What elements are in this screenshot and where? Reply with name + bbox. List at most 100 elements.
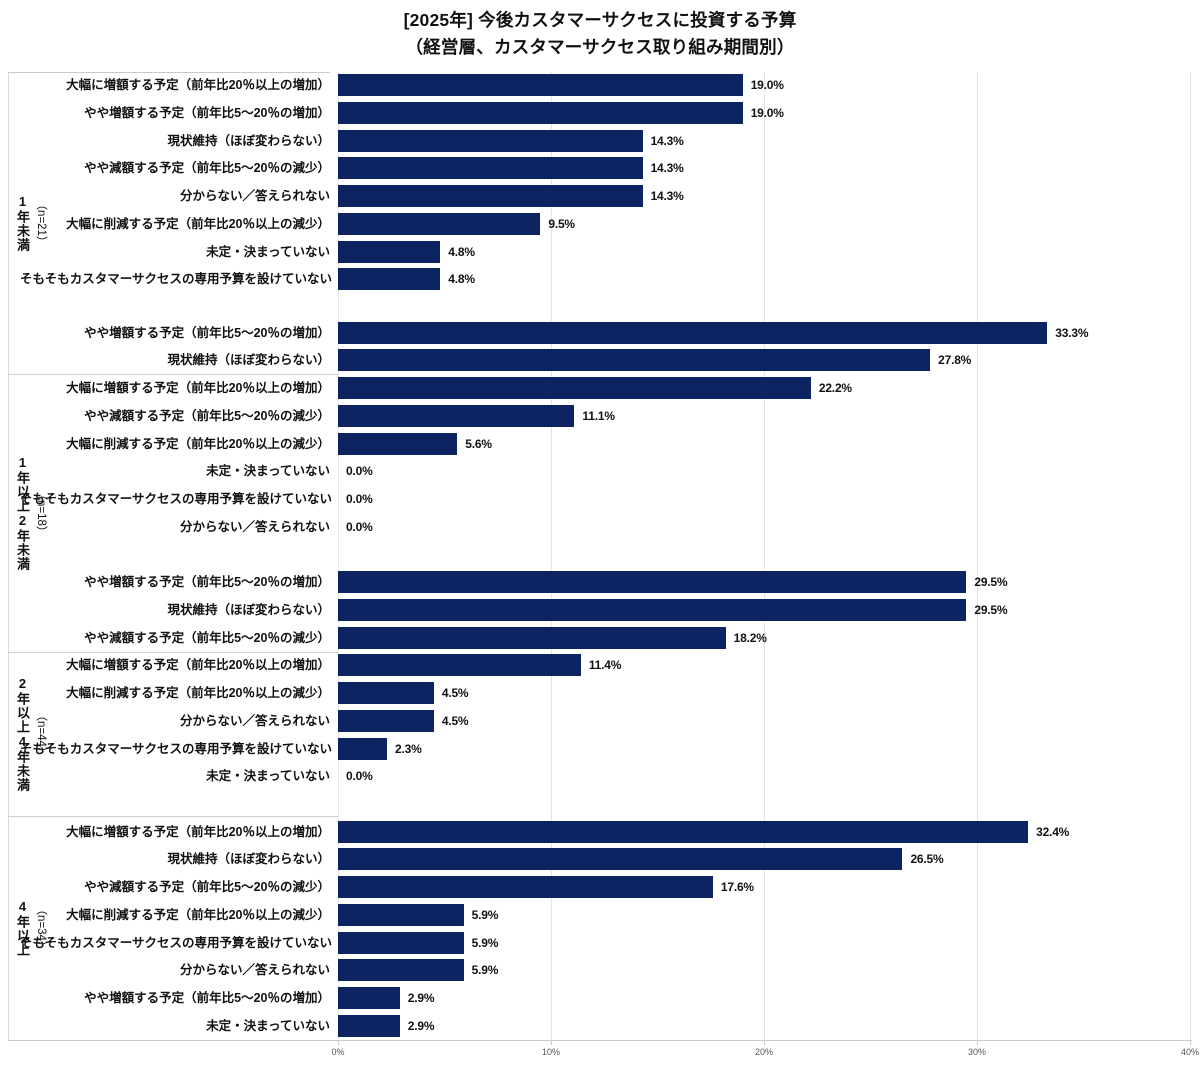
value-bar	[338, 349, 931, 372]
category-label: やや減額する予定（前年比5〜20％の減少）	[84, 408, 330, 423]
value-bar	[338, 321, 1048, 344]
value-bar	[338, 571, 967, 593]
label-panel-top-border	[8, 72, 330, 73]
value-label: 32.4%	[1036, 824, 1070, 839]
group-n-label: （n=44）	[35, 709, 47, 759]
value-label: 29.5%	[974, 602, 1008, 617]
category-label: やや減額する予定（前年比5〜20％の減少）	[84, 880, 330, 894]
value-label: 19.0%	[750, 78, 784, 92]
value-label: 26.5%	[910, 852, 944, 867]
x-tick-label: 0%	[331, 1047, 345, 1057]
value-label: 5.6%	[465, 436, 492, 451]
x-tickmark	[764, 1040, 765, 1045]
value-bar	[338, 903, 464, 926]
group-n-label: （n=18）	[35, 488, 47, 538]
value-label: 5.9%	[471, 963, 499, 978]
chart-title-line2: （経営層、カスタマーサクセス取り組み期間別）	[405, 37, 795, 57]
value-bar	[338, 240, 441, 263]
value-bar	[338, 101, 743, 124]
value-bar	[338, 931, 464, 954]
category-label: 分からない／答えられない	[179, 963, 330, 978]
value-bar	[338, 404, 575, 427]
value-label: 0.0%	[346, 769, 373, 784]
value-label: 14.3%	[650, 189, 684, 203]
value-bar	[338, 377, 811, 399]
value-label: 4.8%	[448, 272, 475, 287]
group-label: 1年未満	[15, 194, 30, 252]
value-label: 19.0%	[750, 105, 784, 120]
value-bar	[338, 682, 434, 704]
bar-chart-area: 0% 10% 20% 30% 40% 1年未満 （n=21） 大幅に増額する予定（前年比20％…	[0, 70, 1200, 1078]
value-bar	[338, 987, 400, 1009]
value-label: 5.9%	[471, 935, 499, 950]
x-gridline	[977, 72, 978, 1040]
category-label: 分からない／答えられない	[179, 519, 330, 534]
x-tickmark	[1190, 1040, 1191, 1045]
category-label: やや増額する予定（前年比5〜20％の増加）	[84, 105, 330, 120]
x-tick-label: 10%	[541, 1047, 561, 1057]
value-bar	[338, 959, 464, 982]
x-axis-line	[8, 1040, 1192, 1041]
value-label: 0.0%	[346, 492, 373, 506]
category-label: 分からない／答えられない	[179, 713, 330, 728]
value-bar	[338, 432, 458, 455]
category-label: 未定・決まっていない	[206, 769, 330, 784]
value-label: 0.0%	[346, 464, 373, 479]
category-label: 大幅に増額する予定（前年比20％以上の増加）	[66, 78, 330, 92]
value-label: 14.3%	[650, 161, 684, 176]
value-label: 11.1%	[582, 408, 615, 423]
value-bar	[338, 737, 387, 760]
plot-left-border	[8, 72, 9, 1040]
category-label: やや増額する予定（前年比5〜20％の増加）	[84, 325, 330, 340]
value-label: 4.5%	[441, 686, 469, 700]
value-bar	[338, 709, 434, 732]
x-tick-label: 30%	[967, 1047, 987, 1057]
group-divider	[8, 374, 338, 375]
value-bar	[338, 876, 713, 898]
value-label: 33.3%	[1055, 325, 1089, 340]
category-label: 現状維持（ほぼ変わらない）	[167, 852, 330, 867]
value-bar	[338, 820, 1029, 843]
group-n-label: （n=21）	[35, 198, 47, 248]
category-label: やや増額する予定（前年比5〜20％の増加）	[84, 991, 330, 1005]
group-n-label: （n=34）	[35, 903, 47, 953]
value-bar	[338, 1014, 400, 1037]
category-label: 現状維持（ほぼ変わらない）	[167, 602, 330, 617]
x-gridline	[338, 72, 339, 1040]
value-bar	[338, 268, 441, 291]
value-label: 11.4%	[588, 658, 622, 673]
category-label: 大幅に削減する予定（前年比20％以上の減少）	[66, 686, 330, 700]
category-label: 未定・決まっていない	[206, 1018, 330, 1033]
group-label: 1年以上2年未満	[15, 455, 30, 571]
category-label: 分からない／答えられない	[179, 189, 330, 203]
value-label: 0.0%	[346, 519, 373, 534]
category-label: そもそもカスタマーサクセスの専用予算を設けていない	[20, 492, 333, 506]
value-label: 2.9%	[407, 1018, 435, 1033]
x-tickmark	[551, 1040, 552, 1045]
group-label: 4年以上	[15, 899, 30, 957]
value-label: 4.5%	[441, 713, 469, 728]
category-label: やや増額する予定（前年比5〜20％の増加）	[84, 575, 330, 589]
value-label: 4.8%	[448, 244, 475, 259]
category-label: 大幅に増額する予定（前年比20％以上の増加）	[66, 381, 330, 395]
value-label: 9.5%	[548, 216, 575, 231]
value-bar	[338, 848, 903, 871]
category-label: そもそもカスタマーサクセスの専用予算を設けていない	[20, 272, 333, 287]
x-tickmark	[338, 1040, 339, 1045]
value-bar	[338, 74, 743, 96]
category-label: やや減額する予定（前年比5〜20％の減少）	[84, 630, 330, 645]
category-label: 大幅に削減する予定（前年比20％以上の減少）	[66, 216, 330, 231]
category-label: 未定・決まっていない	[206, 464, 330, 479]
value-label: 17.6%	[720, 880, 754, 894]
category-label: そもそもカスタマーサクセスの専用予算を設けていない	[20, 935, 333, 950]
value-bar	[338, 185, 643, 207]
group-divider	[8, 816, 338, 817]
value-label: 5.9%	[471, 907, 499, 922]
category-label: 未定・決まっていない	[206, 244, 330, 259]
value-bar	[338, 654, 581, 677]
category-label: やや減額する予定（前年比5〜20％の減少）	[84, 161, 330, 176]
value-label: 18.2%	[733, 630, 767, 645]
category-label: そもそもカスタマーサクセスの専用予算を設けていない	[20, 741, 333, 756]
group-divider	[8, 652, 338, 653]
